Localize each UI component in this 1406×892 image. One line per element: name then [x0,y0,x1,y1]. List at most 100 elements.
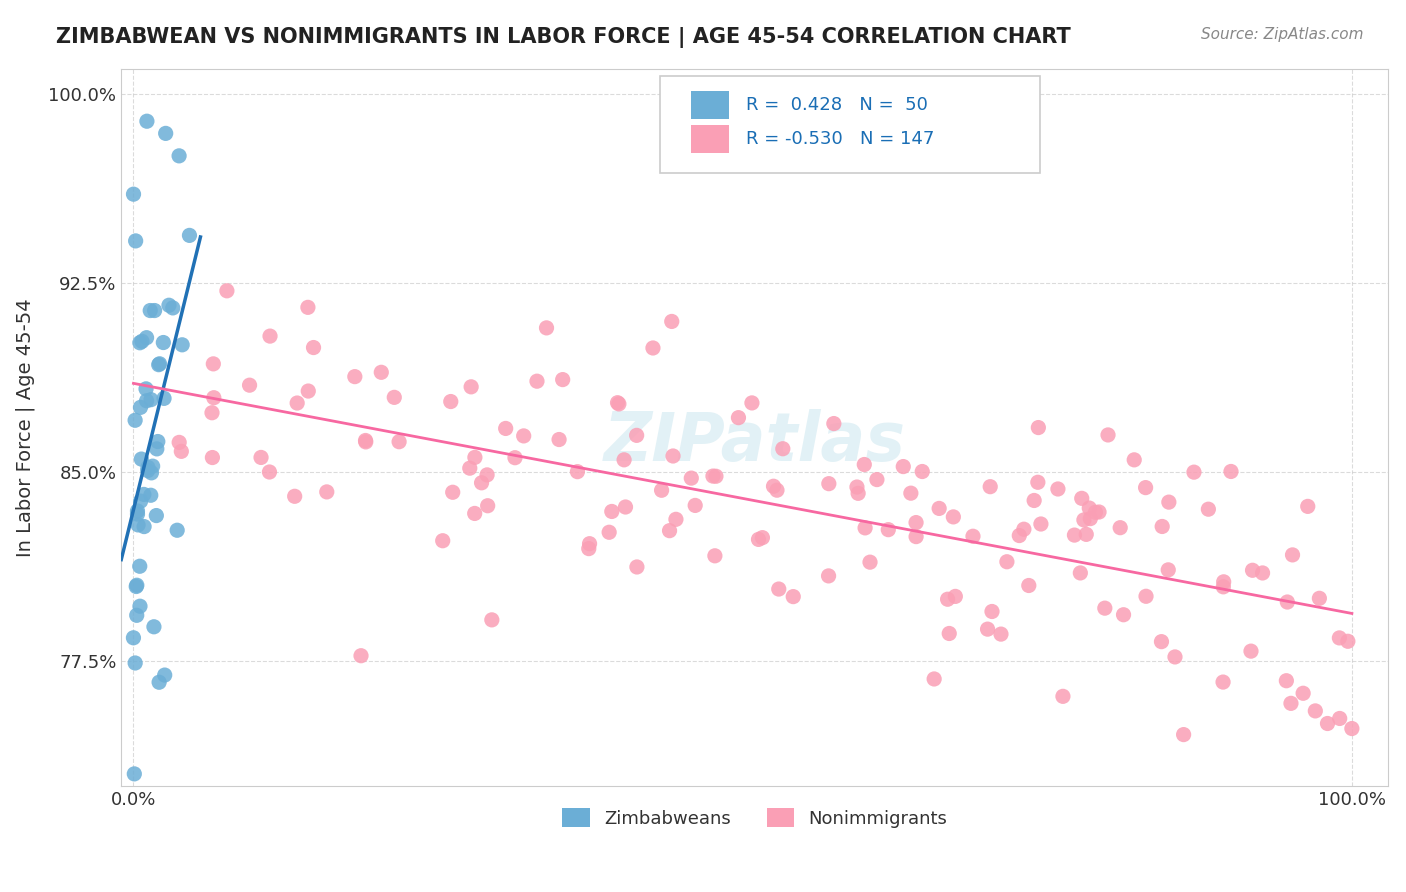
Nonimmigrants [1052,690,1074,704]
Nonimmigrants [503,450,526,465]
Zimbabweans [146,442,169,456]
Nonimmigrants [766,483,789,498]
Nonimmigrants [1308,591,1330,606]
Zimbabweans [127,504,149,518]
Nonimmigrants [905,516,928,530]
Nonimmigrants [477,499,499,513]
Nonimmigrants [905,530,928,544]
Zimbabweans [128,335,150,350]
Nonimmigrants [853,521,876,535]
Nonimmigrants [1251,566,1274,580]
Zimbabweans [122,631,145,645]
Nonimmigrants [962,529,984,543]
Nonimmigrants [1279,697,1302,711]
Nonimmigrants [702,469,724,483]
Nonimmigrants [382,390,405,404]
Zimbabweans [127,507,149,521]
Zimbabweans [145,508,167,523]
Nonimmigrants [536,321,558,335]
Nonimmigrants [1277,595,1299,609]
Bar [692,125,730,153]
Nonimmigrants [990,627,1012,641]
Nonimmigrants [641,341,664,355]
Nonimmigrants [1078,511,1101,525]
Nonimmigrants [626,560,648,574]
Nonimmigrants [548,433,571,447]
Nonimmigrants [1305,704,1327,718]
Zimbabweans [124,767,146,781]
Zimbabweans [166,523,188,537]
Text: ZIPatlas: ZIPatlas [603,409,905,475]
Nonimmigrants [215,284,238,298]
Nonimmigrants [600,504,623,518]
Zimbabweans [135,393,157,408]
Nonimmigrants [1220,465,1243,479]
Zimbabweans [162,301,184,315]
Nonimmigrants [665,512,688,526]
Nonimmigrants [598,525,620,540]
Zimbabweans [132,519,155,533]
Nonimmigrants [170,444,193,458]
Nonimmigrants [1135,481,1157,495]
Nonimmigrants [1026,475,1049,490]
Zimbabweans [139,392,162,407]
Nonimmigrants [658,524,681,538]
Nonimmigrants [526,374,548,388]
Nonimmigrants [1063,528,1085,542]
Nonimmigrants [464,507,486,521]
Nonimmigrants [662,449,685,463]
Zimbabweans [152,335,174,350]
Nonimmigrants [936,592,959,607]
Zimbabweans [146,434,169,449]
Legend: Zimbabweans, Nonimmigrants: Zimbabweans, Nonimmigrants [555,801,955,835]
Nonimmigrants [853,458,876,472]
Zimbabweans [129,494,152,508]
Nonimmigrants [475,467,498,482]
Nonimmigrants [1008,528,1031,542]
Nonimmigrants [683,499,706,513]
FancyBboxPatch shape [659,76,1040,173]
Zimbabweans [125,578,148,592]
Nonimmigrants [1197,502,1219,516]
Nonimmigrants [432,533,454,548]
Nonimmigrants [661,314,683,328]
Nonimmigrants [354,434,377,448]
Text: R =  0.428   N =  50: R = 0.428 N = 50 [747,96,928,114]
Nonimmigrants [441,485,464,500]
Nonimmigrants [201,450,224,465]
Nonimmigrants [1109,521,1132,535]
Nonimmigrants [651,483,673,498]
Zimbabweans [135,382,157,396]
Nonimmigrants [1212,675,1234,690]
Zimbabweans [124,234,146,248]
Nonimmigrants [995,555,1018,569]
Zimbabweans [127,517,149,532]
Nonimmigrants [741,396,763,410]
Nonimmigrants [1212,574,1234,589]
Nonimmigrants [1241,563,1264,577]
Y-axis label: In Labor Force | Age 45-54: In Labor Force | Age 45-54 [15,298,35,557]
Text: ZIMBABWEAN VS NONIMMIGRANTS IN LABOR FORCE | AGE 45-54 CORRELATION CHART: ZIMBABWEAN VS NONIMMIGRANTS IN LABOR FOR… [56,27,1071,48]
Nonimmigrants [1073,513,1095,527]
Zimbabweans [139,488,162,502]
Zimbabweans [122,187,145,202]
Nonimmigrants [943,590,966,604]
Nonimmigrants [981,605,1004,619]
Nonimmigrants [250,450,273,465]
Text: Source: ZipAtlas.com: Source: ZipAtlas.com [1201,27,1364,42]
Nonimmigrants [1094,601,1116,615]
Zimbabweans [143,303,166,318]
Nonimmigrants [922,672,945,686]
Nonimmigrants [928,501,950,516]
Nonimmigrants [481,613,503,627]
Nonimmigrants [1212,580,1234,594]
Nonimmigrants [1240,644,1263,658]
Nonimmigrants [1070,491,1092,506]
Nonimmigrants [1164,649,1187,664]
Nonimmigrants [259,465,281,479]
Nonimmigrants [343,369,366,384]
Nonimmigrants [979,480,1001,494]
Nonimmigrants [315,484,337,499]
Nonimmigrants [1157,563,1180,577]
Nonimmigrants [817,476,839,491]
